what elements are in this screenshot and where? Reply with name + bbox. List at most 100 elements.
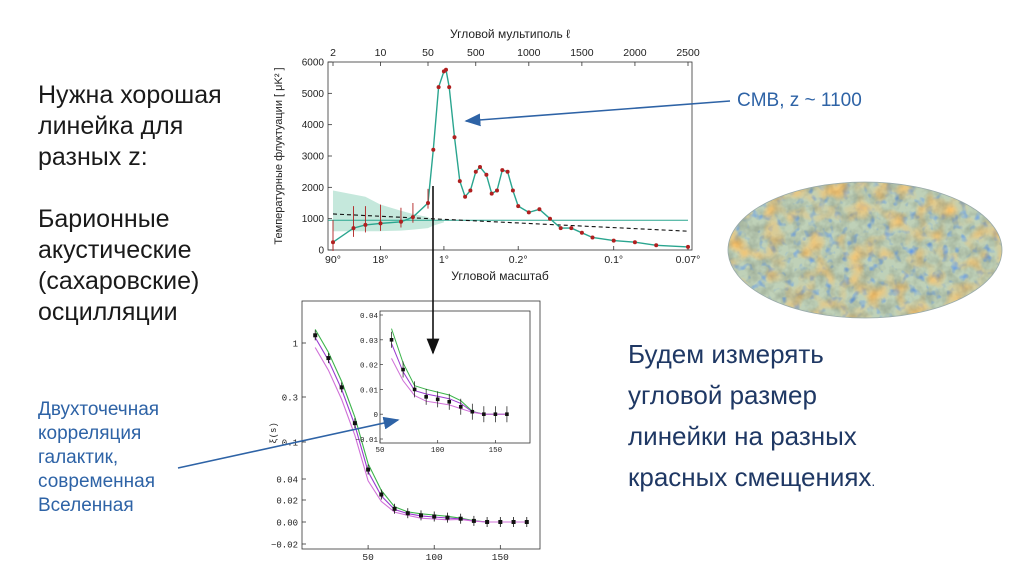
conclusion-line: угловой размер	[628, 380, 817, 410]
cmb-data-point	[436, 85, 441, 90]
conclusion-dot: .	[871, 473, 876, 489]
corr-y-tick-label: 0.02	[276, 497, 298, 507]
inset-x-tick-label: 150	[489, 447, 503, 455]
inset-data-point	[401, 367, 405, 372]
conclusion-text: Будем измерять угловой размер линейки на…	[628, 334, 875, 502]
corr-y-tick-label: 0.04	[276, 476, 298, 486]
inset-data-point	[458, 404, 463, 409]
bao-heading: Нужна хорошая линейка для разных z: Бари…	[38, 80, 222, 328]
corr-data-point	[485, 520, 490, 524]
cmb-data-point	[548, 216, 552, 221]
corr-data-point	[392, 506, 397, 511]
cmb-data-point	[569, 226, 574, 231]
cmb-top-tick-label: 1500	[570, 47, 594, 59]
bao-line: Барионные	[38, 205, 170, 233]
corr-data-point	[511, 520, 516, 524]
cmb-data-point	[526, 210, 531, 215]
cmb-data-point	[484, 172, 489, 177]
inset-data-point	[470, 409, 475, 414]
inset-data-point	[412, 387, 417, 392]
bao-line: линейка для	[38, 112, 184, 140]
cmb-bottom-tick-label: 0.2°	[509, 254, 528, 266]
cmb-variance-band	[333, 190, 444, 232]
corr-inset-frame	[379, 310, 531, 444]
cmb-data-point	[611, 238, 616, 243]
corr-data-point	[326, 356, 331, 361]
cmb-data-point	[505, 169, 510, 174]
note-line: современная	[38, 471, 155, 492]
corr-data-point	[313, 333, 318, 338]
galaxy-correlation-chart: 10.30.10.040.020.00−0.0250100150Comoving…	[269, 300, 541, 565]
cmb-data-point	[495, 188, 499, 193]
cmb-data-point	[579, 230, 584, 235]
bao-line: разных z:	[38, 143, 148, 171]
cmb-data-point	[537, 207, 542, 212]
cmb-data-point	[351, 226, 356, 231]
corr-data-point	[432, 514, 437, 519]
corr-data-point	[352, 421, 357, 426]
bao-line: (сахаровские)	[38, 267, 200, 295]
corr-data-point	[379, 492, 384, 497]
cmb-bottom-tick-label: 18°	[373, 254, 389, 266]
inset-x-tick-label: 50	[375, 447, 385, 455]
cmb-sky-map	[727, 181, 1003, 319]
cmb-top-tick-label: 2000	[623, 47, 647, 59]
cmb-y-tick-label: 5000	[302, 89, 325, 100]
corr-x-axis-label: Comoving Separation (h⁻¹ Mpc)	[347, 564, 495, 565]
cmb-data-point	[489, 191, 494, 196]
corr-y-tick-label: 0.00	[276, 519, 298, 529]
conclusion-line: линейки на разных	[628, 421, 857, 451]
corr-data-point	[339, 385, 344, 390]
inset-y-tick-label: −0.01	[355, 437, 378, 445]
cmb-x-axis-label: Угловой масштаб	[451, 269, 549, 283]
cmb-top-tick-label: 1000	[517, 47, 541, 59]
cmb-data-point	[452, 135, 457, 140]
corr-data-point	[471, 518, 476, 523]
bao-line: осцилляции	[38, 298, 178, 326]
corr-data-point	[458, 516, 463, 521]
inset-x-tick-label: 100	[431, 447, 445, 455]
cmb-top-tick-label: 2	[330, 47, 336, 59]
cmb-data-point	[500, 168, 505, 173]
inset-data-point	[435, 397, 440, 402]
cmb-top-tick-label: 2500	[676, 47, 700, 59]
cmb-data-point	[431, 147, 436, 152]
cmb-bottom-tick-label: 1°	[439, 254, 449, 266]
cmb-data-point	[686, 244, 690, 249]
inset-data-point	[447, 400, 452, 404]
corr-y-tick-label: −0.02	[271, 541, 298, 551]
inset-y-tick-label: 0.03	[360, 338, 379, 346]
cmb-data-point	[399, 219, 403, 224]
cmb-data-point	[447, 85, 452, 90]
cmb-data-point	[478, 165, 482, 169]
cmb-top-axis-label: Угловой мультиполь ℓ	[450, 27, 570, 41]
bao-line: акустические	[38, 236, 192, 264]
cmb-top-tick-label: 10	[375, 47, 387, 59]
inset-data-point	[389, 338, 394, 342]
cmb-data-point	[590, 235, 595, 240]
cmb-y-tick-label: 2000	[302, 183, 325, 194]
cmb-data-point	[510, 188, 515, 193]
cmb-y-tick-label: 0	[318, 246, 324, 257]
cmb-data-point	[363, 222, 368, 227]
inset-data-point	[493, 412, 498, 416]
cmb-y-tick-label: 3000	[302, 152, 325, 163]
conclusion-line: красных смещениях	[628, 462, 872, 492]
corr-data-point	[498, 520, 503, 524]
cmb-bottom-tick-label: 0.07°	[676, 254, 701, 266]
corr-y-axis-label: ξ(s)	[269, 422, 279, 444]
cmb-data-point	[654, 243, 659, 248]
cmb-y-tick-label: 6000	[302, 58, 325, 69]
cmb-data-point	[426, 201, 430, 205]
inset-data-point	[424, 395, 428, 399]
corr-data-point	[445, 515, 450, 520]
cmb-bottom-tick-label: 90°	[325, 254, 341, 266]
cmb-dashed-line	[332, 213, 689, 232]
inset-y-tick-label: 0	[373, 412, 378, 420]
corr-x-tick-label: 100	[426, 552, 443, 563]
bao-line: Нужна хорошая	[38, 81, 222, 109]
cmb-data-point	[558, 226, 563, 231]
corr-y-tick-label: 0.3	[282, 394, 298, 404]
corr-y-tick-label: 0.1	[282, 439, 298, 449]
cmb-y-tick-label: 1000	[302, 214, 325, 225]
